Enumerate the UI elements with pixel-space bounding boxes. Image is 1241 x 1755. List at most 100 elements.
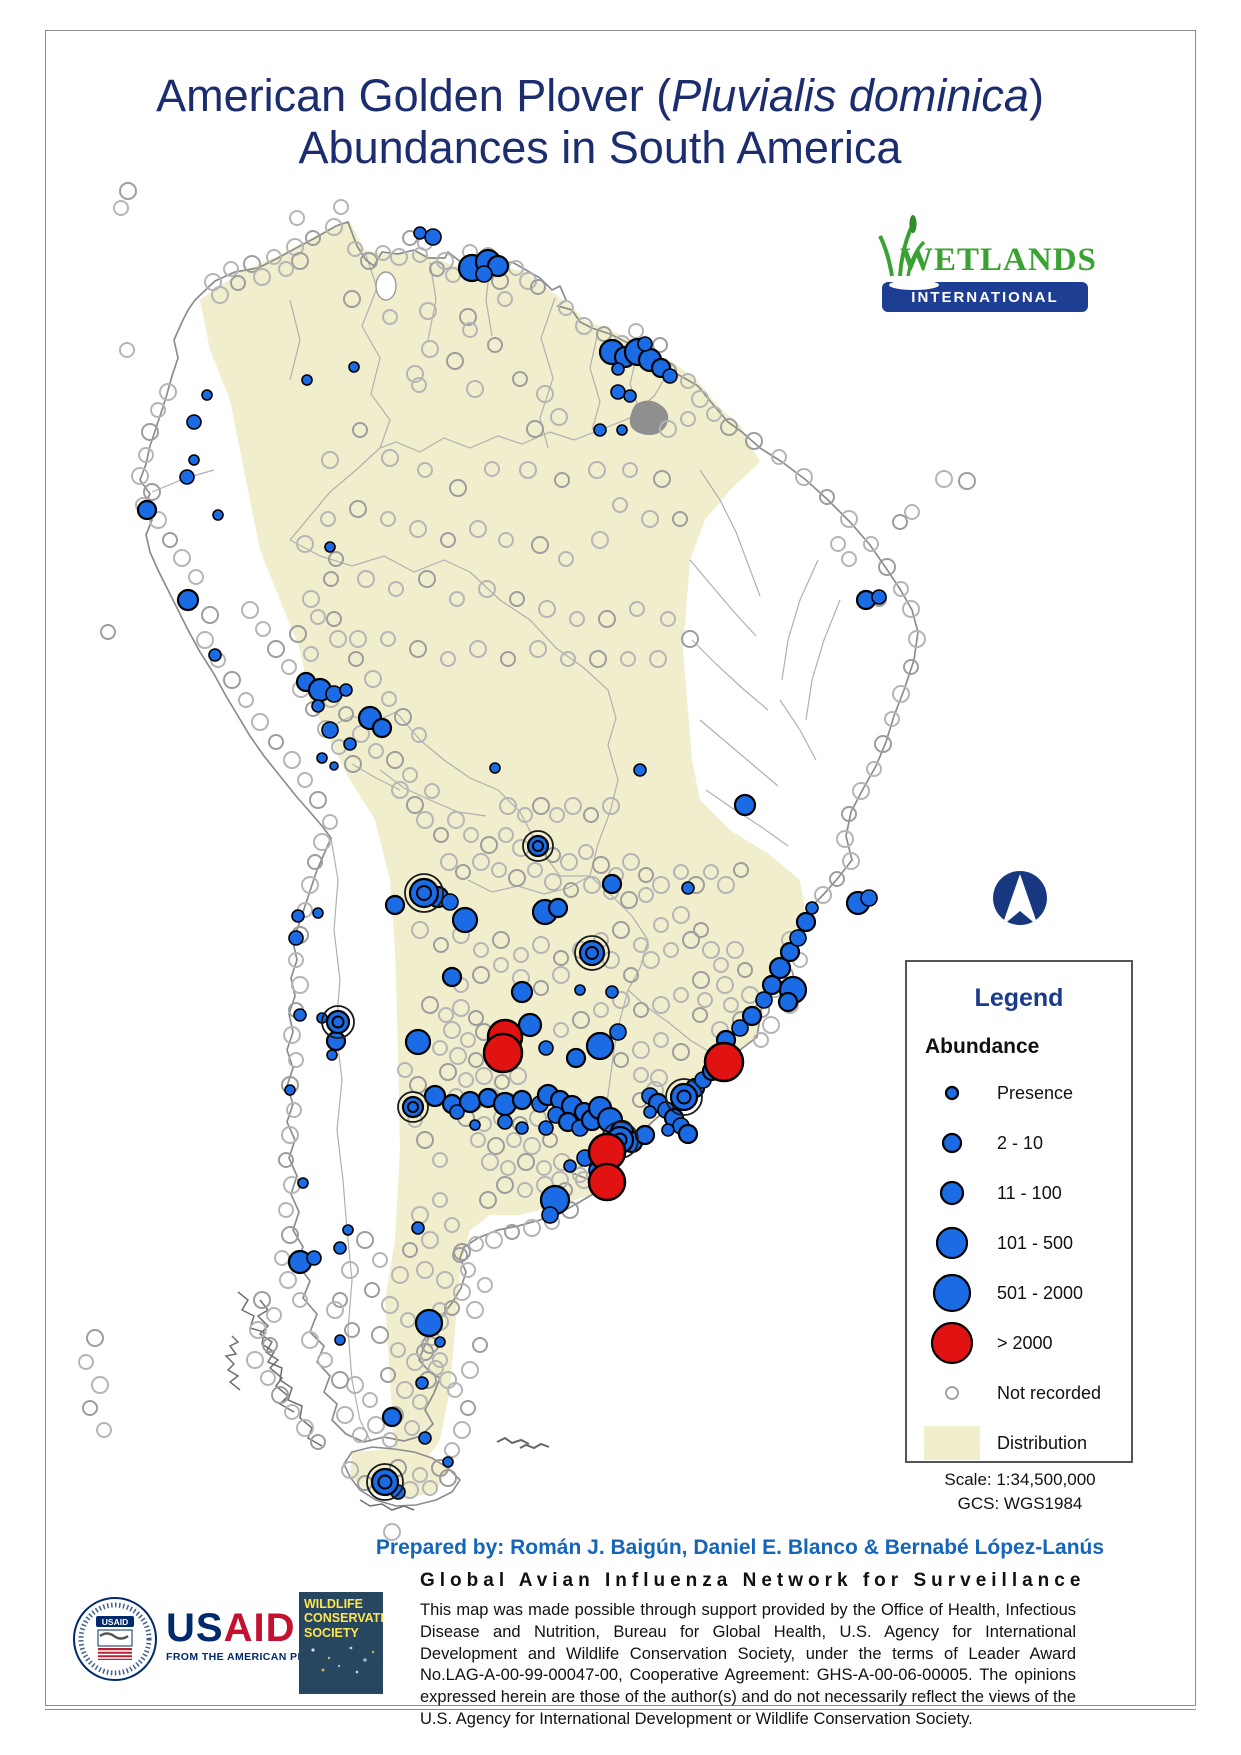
- map-dot: [628, 323, 644, 339]
- map-dot: [382, 1432, 398, 1448]
- map-dot: [574, 935, 610, 971]
- legend-item: Not recorded: [907, 1368, 1131, 1418]
- map-dot: [82, 1400, 98, 1416]
- gcs-text: GCS: WGS1984: [957, 1493, 1083, 1513]
- map-dot: [453, 1421, 471, 1439]
- map-dot: [629, 601, 645, 617]
- map-dot: [741, 1005, 763, 1027]
- abundance-dots-layer: [78, 182, 976, 1541]
- map-dot: [313, 833, 331, 851]
- map-dot: [553, 950, 569, 966]
- map-dot: [382, 309, 398, 325]
- map-dot: [637, 336, 653, 352]
- map-dot: [468, 1236, 484, 1252]
- map-dot: [408, 877, 440, 909]
- map-dot: [642, 951, 660, 969]
- map-dot: [138, 447, 154, 463]
- map-dot: [620, 651, 636, 667]
- map-dot: [321, 721, 339, 739]
- marajo-island: [629, 400, 669, 435]
- map-dot: [633, 937, 649, 953]
- map-dot: [397, 1091, 429, 1123]
- map-dot: [323, 571, 339, 587]
- usaid-wordmark: USAID: [166, 1606, 296, 1650]
- map-dot: [336, 1406, 354, 1424]
- map-dot: [321, 451, 339, 469]
- map-dot: [310, 609, 326, 625]
- map-dot: [349, 500, 367, 518]
- map-dot: [451, 906, 479, 934]
- map-dot: [439, 1063, 457, 1081]
- map-dot: [565, 1047, 587, 1069]
- map-dot: [523, 1137, 541, 1155]
- map-dot: [527, 862, 543, 878]
- map-dot: [316, 752, 328, 764]
- map-dot: [779, 941, 801, 963]
- map-dot: [212, 509, 224, 521]
- legend-item: 501 - 2000: [907, 1268, 1131, 1318]
- map-dot: [91, 1376, 109, 1394]
- map-dot: [159, 383, 177, 401]
- map-dot: [286, 1102, 302, 1118]
- map-dot: [497, 1114, 513, 1130]
- map-dot: [368, 743, 384, 759]
- map-dot: [413, 226, 427, 240]
- map-dot: [433, 827, 449, 843]
- map-dot: [289, 625, 307, 643]
- map-dot: [892, 685, 910, 703]
- map-dot: [86, 1329, 104, 1347]
- map-dot: [419, 302, 437, 320]
- map-dot: [753, 1032, 769, 1048]
- map-dot: [532, 936, 550, 954]
- map-dot: [544, 873, 562, 891]
- map-dot: [409, 640, 427, 658]
- wcs-logo: WILDLIFECONSERVATIONSOCIETY: [299, 1592, 383, 1694]
- map-dot: [652, 996, 670, 1014]
- map-dot: [902, 600, 920, 618]
- map-dot: [468, 1010, 484, 1026]
- map-dot: [466, 1301, 484, 1319]
- map-dot: [417, 462, 433, 478]
- map-dot: [381, 449, 399, 467]
- map-dot: [805, 901, 819, 915]
- map-dot: [334, 1334, 346, 1346]
- map-dot: [409, 520, 427, 538]
- map-dot: [412, 1394, 428, 1410]
- map-dot: [301, 876, 319, 894]
- map-dot: [291, 909, 305, 923]
- map-dot: [362, 1392, 378, 1408]
- wetlands-wordmark: WETLANDS: [900, 242, 1097, 278]
- map-dot: [201, 389, 213, 401]
- map-dot: [397, 1062, 413, 1078]
- map-dot: [223, 671, 241, 689]
- map-dot: [288, 952, 304, 968]
- map-dot: [381, 1296, 399, 1314]
- distribution-area: [200, 222, 806, 1470]
- map-dot: [494, 1074, 510, 1090]
- legend-rows: Presence 2 - 10 11 - 100 101 - 500 501 - 200…: [907, 1068, 1131, 1468]
- legend-item: 2 - 10: [907, 1118, 1131, 1168]
- distribution-swatch: [924, 1426, 980, 1460]
- map-dot: [935, 470, 953, 488]
- map-dot: [538, 600, 556, 618]
- map-dot: [370, 1467, 400, 1497]
- map-dot: [309, 791, 327, 809]
- map-dot: [762, 1016, 780, 1034]
- map-dot: [381, 1406, 403, 1428]
- tierra-del-fuego-island: [343, 1446, 462, 1507]
- wcs-line: WILDLIFE: [304, 1597, 364, 1611]
- map-dot: [842, 852, 860, 870]
- map-dot: [391, 1266, 409, 1284]
- map-dot: [680, 411, 696, 427]
- map-dot: [633, 1002, 649, 1018]
- map-dot: [366, 1463, 404, 1501]
- map-dot: [391, 781, 409, 799]
- map-dot: [836, 830, 854, 848]
- map-dot: [281, 1226, 299, 1244]
- wcs-line: CONSERVATION: [304, 1611, 383, 1626]
- map-dot: [371, 1326, 389, 1344]
- map-dot: [733, 793, 757, 817]
- map-dot: [238, 692, 254, 708]
- map-dot: [348, 361, 360, 373]
- map-dot: [492, 931, 510, 949]
